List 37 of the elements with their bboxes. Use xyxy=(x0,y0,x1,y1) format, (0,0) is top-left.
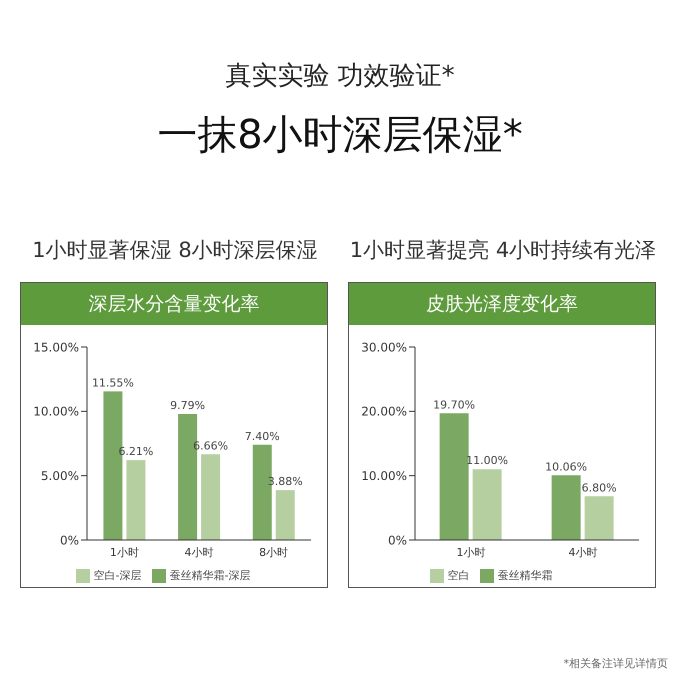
legend-label: 空白 xyxy=(448,569,470,582)
y-tick-label: 30.00% xyxy=(361,340,407,354)
legend-label: 蚕丝精华霜-深层 xyxy=(170,569,250,582)
data-label: 9.79% xyxy=(170,399,206,412)
x-tick-label: 4小时 xyxy=(184,546,214,559)
text: 真实实验 功效验证* xyxy=(224,60,456,93)
data-label: 6.80% xyxy=(582,481,617,494)
chart-subtitle: 1小时显著保湿 8小时深层保湿 xyxy=(31,237,319,264)
bar xyxy=(126,460,146,540)
chart-title: 皮肤光泽度变化率 xyxy=(349,283,655,325)
x-tick-label: 4小时 xyxy=(568,546,598,559)
bar xyxy=(440,413,469,540)
bar xyxy=(472,469,502,540)
x-tick-label: 1小时 xyxy=(110,546,139,559)
legend-label: 空白-深层 xyxy=(94,569,142,582)
bar xyxy=(276,490,295,540)
bar xyxy=(552,475,581,540)
chart-title: 深层水分含量变化率 xyxy=(21,283,327,325)
bar xyxy=(584,496,614,540)
text: 一抹8小时深层保湿* xyxy=(156,111,524,160)
y-tick-label: 0% xyxy=(60,533,79,548)
y-tick-label: 10.00% xyxy=(33,404,79,419)
y-tick-label: 15.00% xyxy=(33,340,79,354)
x-tick-label: 1小时 xyxy=(456,546,486,559)
text: *相关备注详见详情页 xyxy=(564,656,668,671)
y-tick-label: 20.00% xyxy=(361,404,407,419)
data-label: 10.06% xyxy=(545,460,588,474)
y-tick-label: 0% xyxy=(388,533,407,548)
bar xyxy=(201,454,220,540)
x-tick-label: 8小时 xyxy=(259,546,288,559)
chart-subtitle: 1小时显著提亮 4小时持续有光泽 xyxy=(348,237,658,264)
y-tick-label: 10.00% xyxy=(361,468,407,483)
data-label: 11.55% xyxy=(92,376,134,390)
legend-label: 蚕丝精华霜 xyxy=(498,569,552,582)
data-label: 19.70% xyxy=(433,398,476,412)
data-label: 7.40% xyxy=(244,430,280,443)
y-tick-label: 5.00% xyxy=(40,468,79,483)
